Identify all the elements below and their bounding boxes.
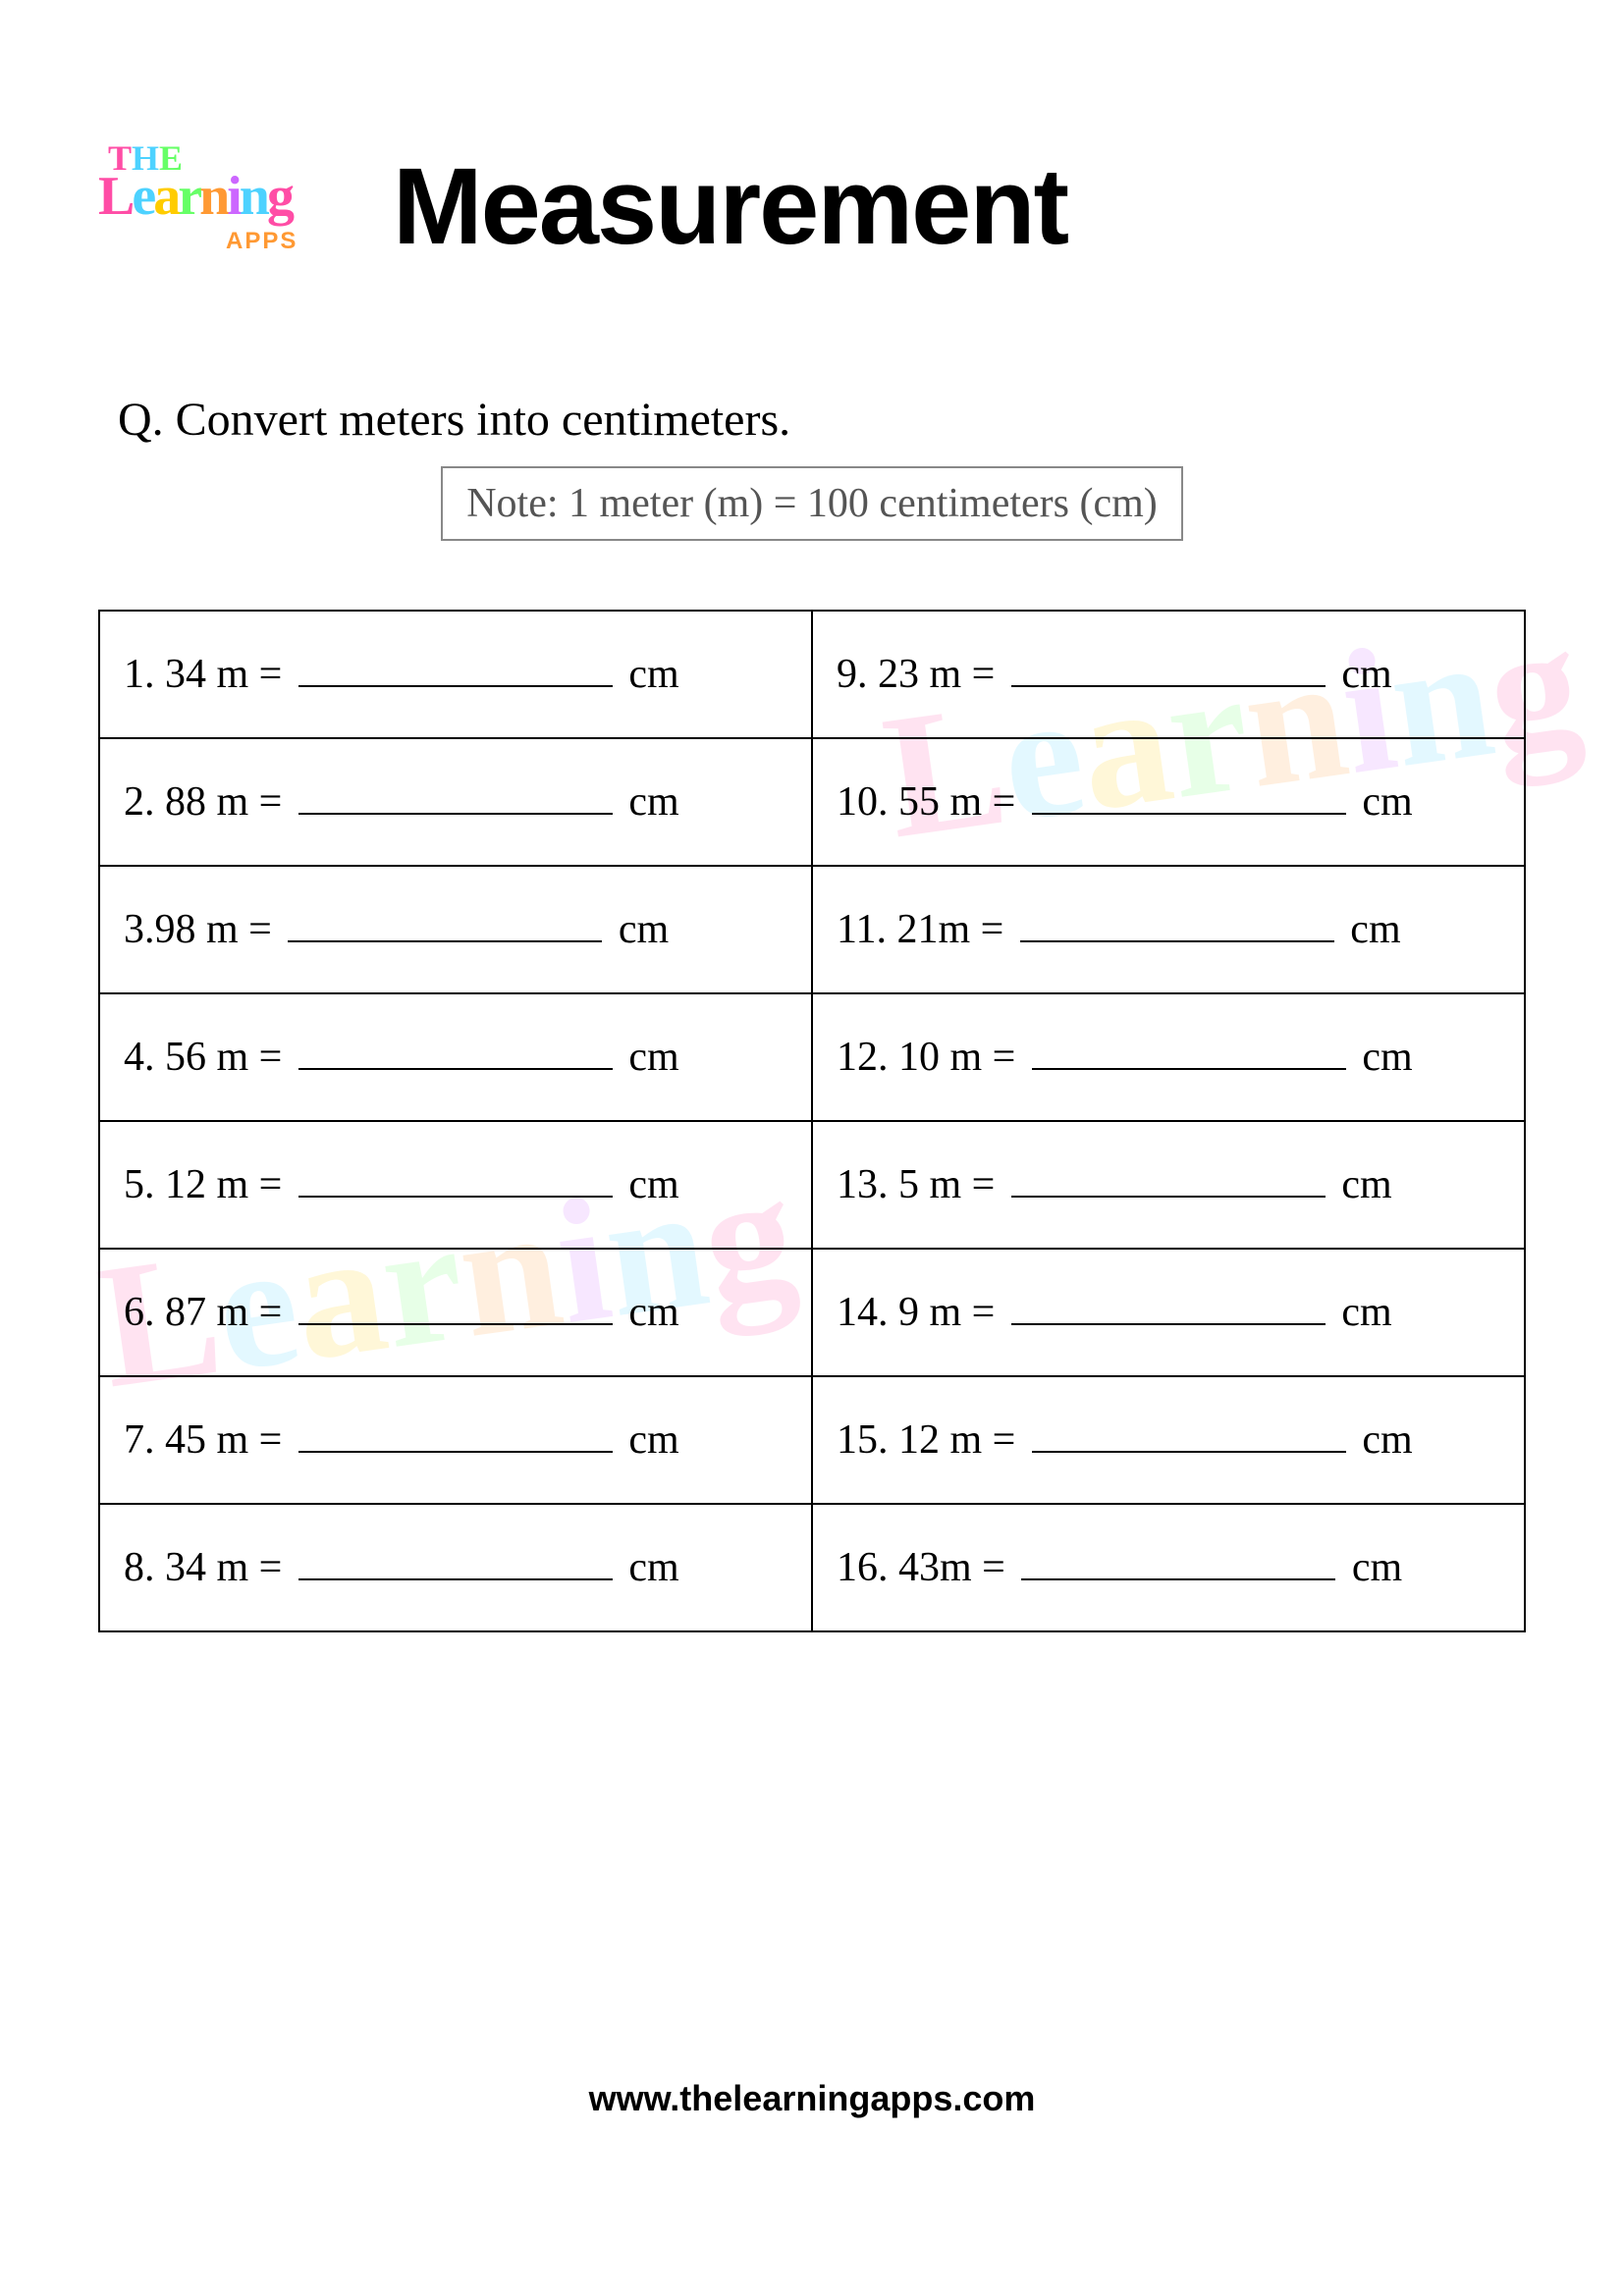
answer-blank[interactable] bbox=[1011, 1173, 1326, 1198]
answer-blank[interactable] bbox=[298, 663, 613, 687]
worksheet-table: 1. 34 m = cm9. 23 m = cm2. 88 m = cm10. … bbox=[98, 610, 1526, 1632]
answer-blank[interactable] bbox=[1011, 1301, 1326, 1325]
logo-line-apps: APPS bbox=[226, 228, 298, 255]
answer-blank[interactable] bbox=[1011, 663, 1326, 687]
header: THE Learning APPS Measurement bbox=[98, 137, 1526, 275]
answer-blank[interactable] bbox=[298, 790, 613, 815]
table-cell-right: 12. 10 m = cm bbox=[812, 993, 1525, 1121]
table-cell-left: 1. 34 m = cm bbox=[99, 611, 812, 738]
table-row: 3.98 m = cm11. 21m = cm bbox=[99, 866, 1525, 993]
page-title: Measurement bbox=[393, 144, 1067, 269]
table-cell-left: 4. 56 m = cm bbox=[99, 993, 812, 1121]
table-row: 4. 56 m = cm12. 10 m = cm bbox=[99, 993, 1525, 1121]
table-cell-left: 7. 45 m = cm bbox=[99, 1376, 812, 1504]
answer-blank[interactable] bbox=[288, 918, 602, 942]
answer-blank[interactable] bbox=[298, 1428, 613, 1453]
table-row: 1. 34 m = cm9. 23 m = cm bbox=[99, 611, 1525, 738]
answer-blank[interactable] bbox=[298, 1045, 613, 1070]
table-cell-right: 11. 21m = cm bbox=[812, 866, 1525, 993]
answer-blank[interactable] bbox=[298, 1556, 613, 1580]
table-cell-left: 6. 87 m = cm bbox=[99, 1249, 812, 1376]
answer-blank[interactable] bbox=[298, 1301, 613, 1325]
table-row: 5. 12 m = cm13. 5 m = cm bbox=[99, 1121, 1525, 1249]
logo-line-learning: Learning bbox=[98, 165, 292, 228]
table-cell-right: 9. 23 m = cm bbox=[812, 611, 1525, 738]
table-row: 2. 88 m = cm10. 55 m = cm bbox=[99, 738, 1525, 866]
table-cell-left: 3.98 m = cm bbox=[99, 866, 812, 993]
table-row: 6. 87 m = cm14. 9 m = cm bbox=[99, 1249, 1525, 1376]
question-text: Q. Convert meters into centimeters. bbox=[118, 393, 1526, 447]
table-row: 8. 34 m = cm16. 43m = cm bbox=[99, 1504, 1525, 1631]
table-cell-left: 5. 12 m = cm bbox=[99, 1121, 812, 1249]
answer-blank[interactable] bbox=[1032, 1428, 1346, 1453]
answer-blank[interactable] bbox=[1020, 918, 1334, 942]
answer-blank[interactable] bbox=[1021, 1556, 1335, 1580]
table-cell-right: 13. 5 m = cm bbox=[812, 1121, 1525, 1249]
table-cell-right: 14. 9 m = cm bbox=[812, 1249, 1525, 1376]
learning-apps-logo: THE Learning APPS bbox=[98, 137, 373, 275]
table-cell-right: 15. 12 m = cm bbox=[812, 1376, 1525, 1504]
table-cell-right: 16. 43m = cm bbox=[812, 1504, 1525, 1631]
footer-url: www.thelearningapps.com bbox=[0, 2078, 1624, 2119]
answer-blank[interactable] bbox=[1032, 790, 1346, 815]
note-box: Note: 1 meter (m) = 100 centimeters (cm) bbox=[441, 466, 1183, 541]
table-cell-left: 2. 88 m = cm bbox=[99, 738, 812, 866]
table-row: 7. 45 m = cm15. 12 m = cm bbox=[99, 1376, 1525, 1504]
table-cell-left: 8. 34 m = cm bbox=[99, 1504, 812, 1631]
answer-blank[interactable] bbox=[298, 1173, 613, 1198]
table-cell-right: 10. 55 m = cm bbox=[812, 738, 1525, 866]
answer-blank[interactable] bbox=[1032, 1045, 1346, 1070]
